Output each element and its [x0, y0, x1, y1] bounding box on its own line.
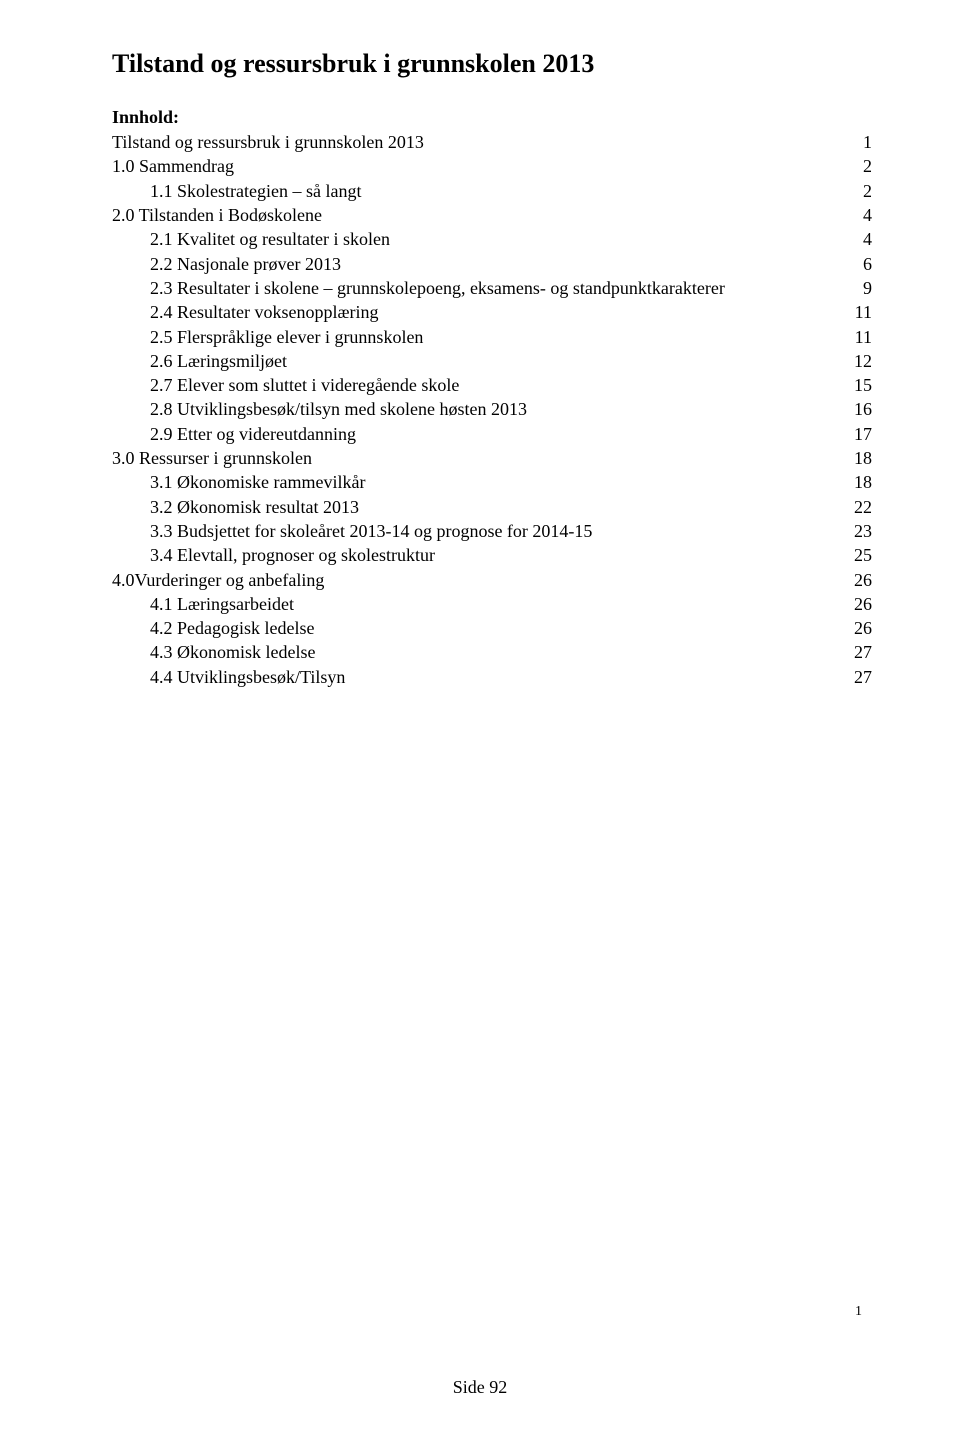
toc-entry: 1.0 Sammendrag 2	[112, 154, 872, 178]
document-page: Tilstand og ressursbruk i grunnskolen 20…	[0, 0, 960, 1446]
toc-entry-label: 2.3 Resultater i skolene – grunnskolepoe…	[150, 276, 725, 300]
toc-entry: 3.2 Økonomisk resultat 2013 22	[112, 495, 872, 519]
toc-entry-page: 2	[848, 154, 872, 178]
toc-entry-label: 4.2 Pedagogisk ledelse	[150, 616, 314, 640]
toc-entry-label: 4.4 Utviklingsbesøk/Tilsyn	[150, 665, 345, 689]
toc-entry-label: 2.4 Resultater voksenopplæring	[150, 300, 378, 324]
toc-entry-label: 4.0Vurderinger og anbefaling	[112, 568, 324, 592]
toc-entry-page: 18	[848, 470, 872, 494]
toc-entry-label: 2.1 Kvalitet og resultater i skolen	[150, 227, 390, 251]
toc-entry: 4.4 Utviklingsbesøk/Tilsyn 27	[112, 665, 872, 689]
footer-page-label: Side 92	[0, 1377, 960, 1398]
toc-entry: 2.1 Kvalitet og resultater i skolen 4	[112, 227, 872, 251]
toc-entry-page: 26	[848, 592, 872, 616]
toc-entry: 2.6 Læringsmiljøet 12	[112, 349, 872, 373]
toc-entry-page: 4	[848, 203, 872, 227]
toc-entry: Tilstand og ressursbruk i grunnskolen 20…	[112, 130, 872, 154]
toc-entry-page: 9	[848, 276, 872, 300]
toc-entry-page: 15	[848, 373, 872, 397]
toc-entry-page: 12	[848, 349, 872, 373]
toc-entry: 2.7 Elever som sluttet i videregående sk…	[112, 373, 872, 397]
toc-entry-label: 2.5 Flerspråklige elever i grunnskolen	[150, 325, 423, 349]
toc-entry-label: 1.1 Skolestrategien – så langt	[150, 179, 361, 203]
toc-entry-label: 3.1 Økonomiske rammevilkår	[150, 470, 365, 494]
table-of-contents: Tilstand og ressursbruk i grunnskolen 20…	[112, 130, 872, 689]
page-number-small: 1	[855, 1304, 862, 1320]
toc-entry-label: 2.6 Læringsmiljøet	[150, 349, 287, 373]
toc-entry-page: 17	[848, 422, 872, 446]
toc-entry-page: 27	[848, 665, 872, 689]
toc-entry-label: 3.2 Økonomisk resultat 2013	[150, 495, 359, 519]
toc-entry-page: 6	[848, 252, 872, 276]
toc-entry-page: 11	[848, 300, 872, 324]
toc-entry-page: 27	[848, 640, 872, 664]
toc-entry: 2.5 Flerspråklige elever i grunnskolen 11	[112, 325, 872, 349]
toc-entry: 4.1 Læringsarbeidet 26	[112, 592, 872, 616]
toc-entry-label: 3.3 Budsjettet for skoleåret 2013-14 og …	[150, 519, 592, 543]
toc-entry-page: 25	[848, 543, 872, 567]
toc-entry-page: 23	[848, 519, 872, 543]
toc-entry-label: Tilstand og ressursbruk i grunnskolen 20…	[112, 130, 424, 154]
toc-entry: 4.3 Økonomisk ledelse 27	[112, 640, 872, 664]
toc-entry: 2.9 Etter og videreutdanning 17	[112, 422, 872, 446]
toc-entry-label: 2.0 Tilstanden i Bodøskolene	[112, 203, 322, 227]
document-title: Tilstand og ressursbruk i grunnskolen 20…	[112, 48, 872, 79]
toc-entry: 4.0Vurderinger og anbefaling 26	[112, 568, 872, 592]
toc-entry: 3.4 Elevtall, prognoser og skolestruktur…	[112, 543, 872, 567]
toc-entry-label: 2.7 Elever som sluttet i videregående sk…	[150, 373, 459, 397]
toc-entry-label: 2.9 Etter og videreutdanning	[150, 422, 356, 446]
toc-entry-page: 1	[848, 130, 872, 154]
toc-entry-page: 18	[848, 446, 872, 470]
toc-entry: 2.4 Resultater voksenopplæring 11	[112, 300, 872, 324]
toc-entry: 2.0 Tilstanden i Bodøskolene 4	[112, 203, 872, 227]
toc-entry-label: 3.4 Elevtall, prognoser og skolestruktur	[150, 543, 435, 567]
toc-entry-label: 1.0 Sammendrag	[112, 154, 234, 178]
contents-heading: Innhold:	[112, 107, 872, 128]
toc-entry: 2.8 Utviklingsbesøk/tilsyn med skolene h…	[112, 397, 872, 421]
toc-entry: 4.2 Pedagogisk ledelse 26	[112, 616, 872, 640]
toc-entry-label: 2.8 Utviklingsbesøk/tilsyn med skolene h…	[150, 397, 527, 421]
toc-entry-label: 4.3 Økonomisk ledelse	[150, 640, 315, 664]
toc-entry: 2.3 Resultater i skolene – grunnskolepoe…	[112, 276, 872, 300]
toc-entry: 3.3 Budsjettet for skoleåret 2013-14 og …	[112, 519, 872, 543]
toc-entry-label: 2.2 Nasjonale prøver 2013	[150, 252, 341, 276]
toc-entry-page: 2	[848, 179, 872, 203]
toc-entry-label: 4.1 Læringsarbeidet	[150, 592, 294, 616]
toc-entry-page: 26	[848, 568, 872, 592]
toc-entry-label: 3.0 Ressurser i grunnskolen	[112, 446, 312, 470]
toc-entry-page: 26	[848, 616, 872, 640]
toc-entry-page: 16	[848, 397, 872, 421]
toc-entry: 3.0 Ressurser i grunnskolen 18	[112, 446, 872, 470]
toc-entry: 2.2 Nasjonale prøver 2013 6	[112, 252, 872, 276]
toc-entry-page: 4	[848, 227, 872, 251]
toc-entry: 3.1 Økonomiske rammevilkår 18	[112, 470, 872, 494]
toc-entry: 1.1 Skolestrategien – så langt 2	[112, 179, 872, 203]
toc-entry-page: 22	[848, 495, 872, 519]
toc-entry-page: 11	[848, 325, 872, 349]
